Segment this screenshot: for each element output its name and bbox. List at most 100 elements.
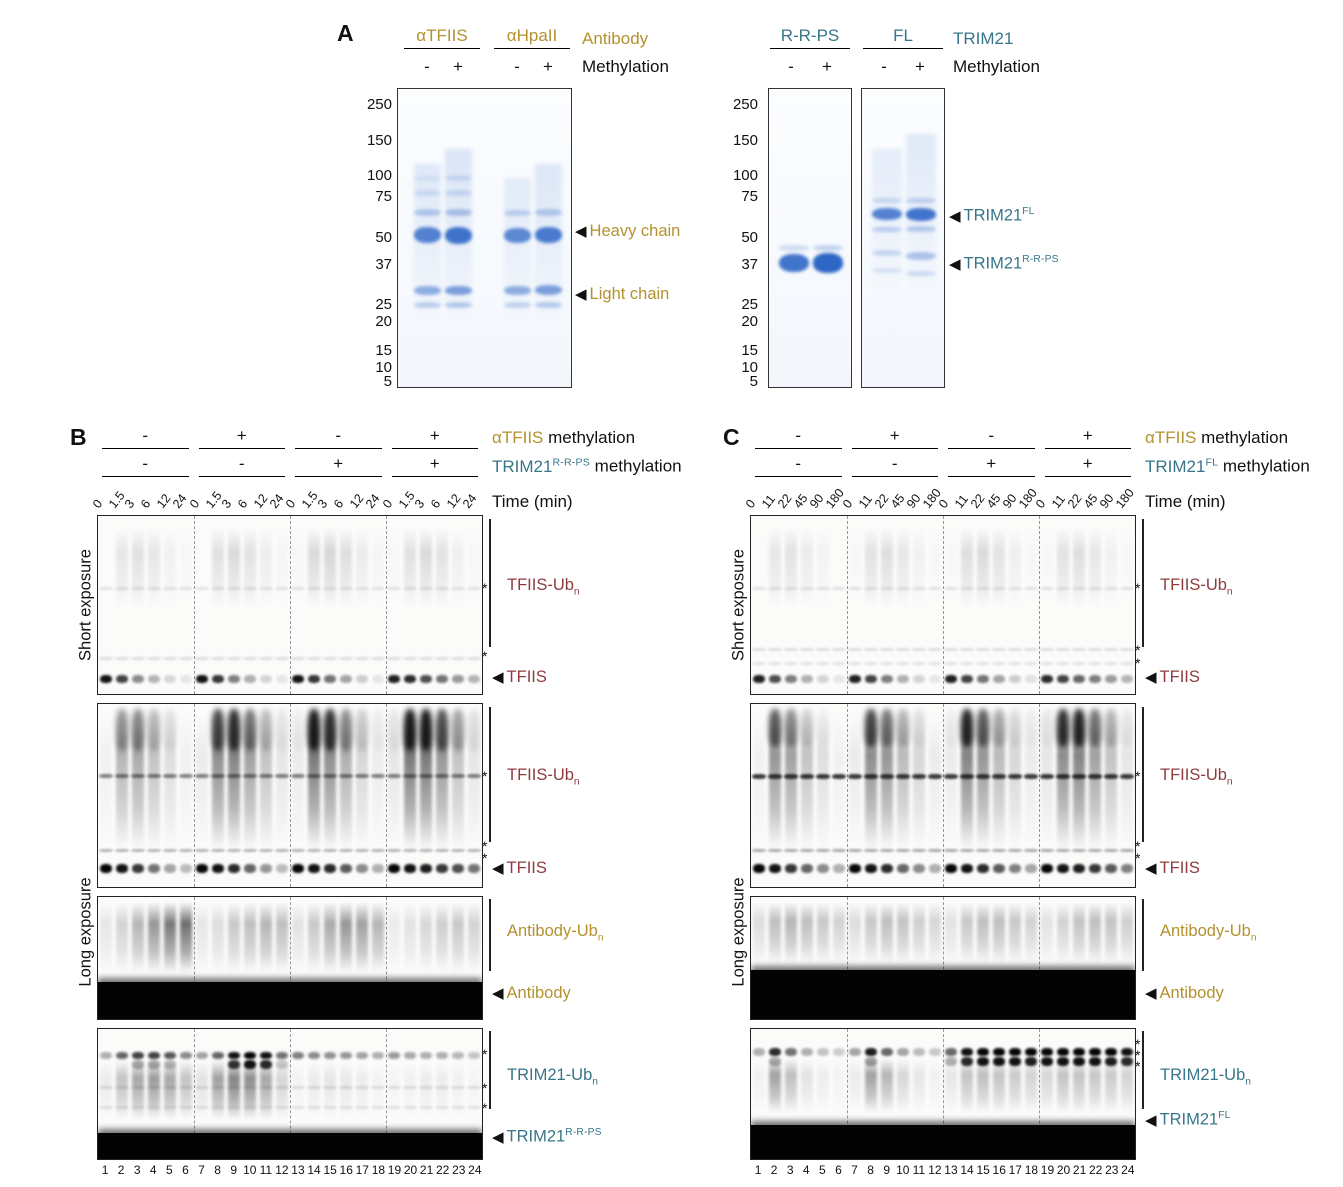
smear (308, 526, 320, 609)
smear (356, 1060, 368, 1120)
label-base: TRIM21-Ub (1160, 1066, 1246, 1084)
smear (212, 901, 224, 973)
xband (323, 848, 337, 852)
smear (785, 526, 797, 609)
xband (928, 848, 942, 852)
smear (945, 713, 957, 851)
xband (435, 656, 449, 660)
bband (292, 1051, 304, 1059)
xband (435, 587, 449, 591)
smear (388, 1060, 399, 1120)
smear (324, 901, 336, 973)
xband (131, 774, 145, 779)
c-s4-bracket-line (1142, 1031, 1144, 1109)
xband (419, 1086, 433, 1090)
xband (387, 656, 401, 660)
bband (1121, 1048, 1133, 1057)
xband (976, 647, 990, 651)
xband (752, 647, 766, 651)
gel-band (906, 226, 937, 233)
xband (99, 587, 113, 591)
annotation-text: TRIM21 (963, 254, 1023, 273)
gel-band (906, 271, 937, 277)
smear (436, 1060, 448, 1120)
blob (116, 709, 128, 752)
nonspecific-band-asterisk: * (1135, 580, 1141, 596)
label-sub: n (1226, 586, 1233, 598)
xband (387, 587, 401, 591)
xband (435, 774, 449, 779)
xband (896, 647, 910, 651)
lane-number: 20 (403, 1163, 418, 1177)
smear (1041, 713, 1053, 851)
bband (228, 1059, 240, 1069)
b-blot-long-exposure-tfiis (97, 703, 483, 888)
xband (259, 774, 273, 779)
bband (244, 1051, 256, 1059)
xband (195, 774, 209, 779)
xband (307, 1105, 321, 1109)
mw-label: 15 (375, 342, 392, 359)
b-blot-trim21 (97, 1028, 483, 1160)
sep (847, 897, 848, 1019)
smear (881, 713, 893, 851)
xband (928, 661, 942, 665)
lane-number: 19 (1040, 1163, 1055, 1177)
smear (929, 1057, 941, 1114)
gel-band (503, 302, 531, 309)
label-text: TFIIS (506, 859, 547, 877)
trim21-rrps-annotation: ◀ TRIM21R-R-PS (949, 254, 1059, 274)
label-base: TFIIS-Ub (507, 576, 574, 594)
annotation-text: TRIM21 (963, 206, 1023, 225)
xband (259, 587, 273, 591)
gel-band (413, 285, 441, 295)
c-s1-band-label: ◀ TFIIS (1145, 668, 1200, 687)
smear (833, 901, 845, 965)
c-s2-band-label: ◀ TFIIS (1145, 859, 1200, 878)
nonspecific-band-asterisk: * (482, 1100, 488, 1116)
gel-band (445, 190, 473, 197)
xband (147, 1086, 161, 1090)
b-row1-label-colored: αTFIIS (492, 428, 544, 447)
sep (194, 1029, 195, 1159)
xband (291, 848, 305, 852)
smear (1073, 713, 1085, 851)
gel-band (906, 207, 937, 221)
xband (211, 848, 225, 852)
smear (945, 901, 957, 965)
c-blot-trim21 (750, 1028, 1136, 1160)
gel-band (871, 208, 902, 221)
xband (832, 587, 846, 591)
xband (784, 587, 798, 591)
xband (227, 774, 241, 779)
xband (944, 647, 958, 651)
xband (1072, 661, 1086, 665)
xband (291, 774, 305, 779)
bband (977, 674, 989, 683)
smear (228, 526, 240, 609)
bband (1089, 864, 1101, 874)
band-arrow-icon: ◀ (492, 860, 504, 877)
b-time-group-3: 0 1.5 3 6 12 24 (283, 481, 387, 511)
blob (148, 709, 160, 752)
smear (1121, 1057, 1133, 1114)
xband (467, 848, 481, 852)
bband (212, 1051, 224, 1059)
gel-wash (535, 163, 562, 328)
smear (212, 713, 224, 851)
smear (228, 1060, 240, 1120)
lane-number: 1 (101, 1163, 109, 1177)
c-blot-antibody (750, 896, 1136, 1020)
gel-band (503, 227, 531, 243)
xband (387, 848, 401, 852)
nonspecific-band-asterisk: * (1135, 838, 1141, 854)
xband (227, 1086, 241, 1090)
c-time-group-2: 0 11 22 45 90 180 (839, 481, 943, 511)
xband (179, 656, 193, 660)
blob (292, 709, 304, 752)
gel-band (445, 226, 473, 244)
smear (340, 526, 352, 609)
bband (913, 1048, 925, 1057)
blob (881, 709, 893, 748)
gel-band (871, 226, 902, 232)
